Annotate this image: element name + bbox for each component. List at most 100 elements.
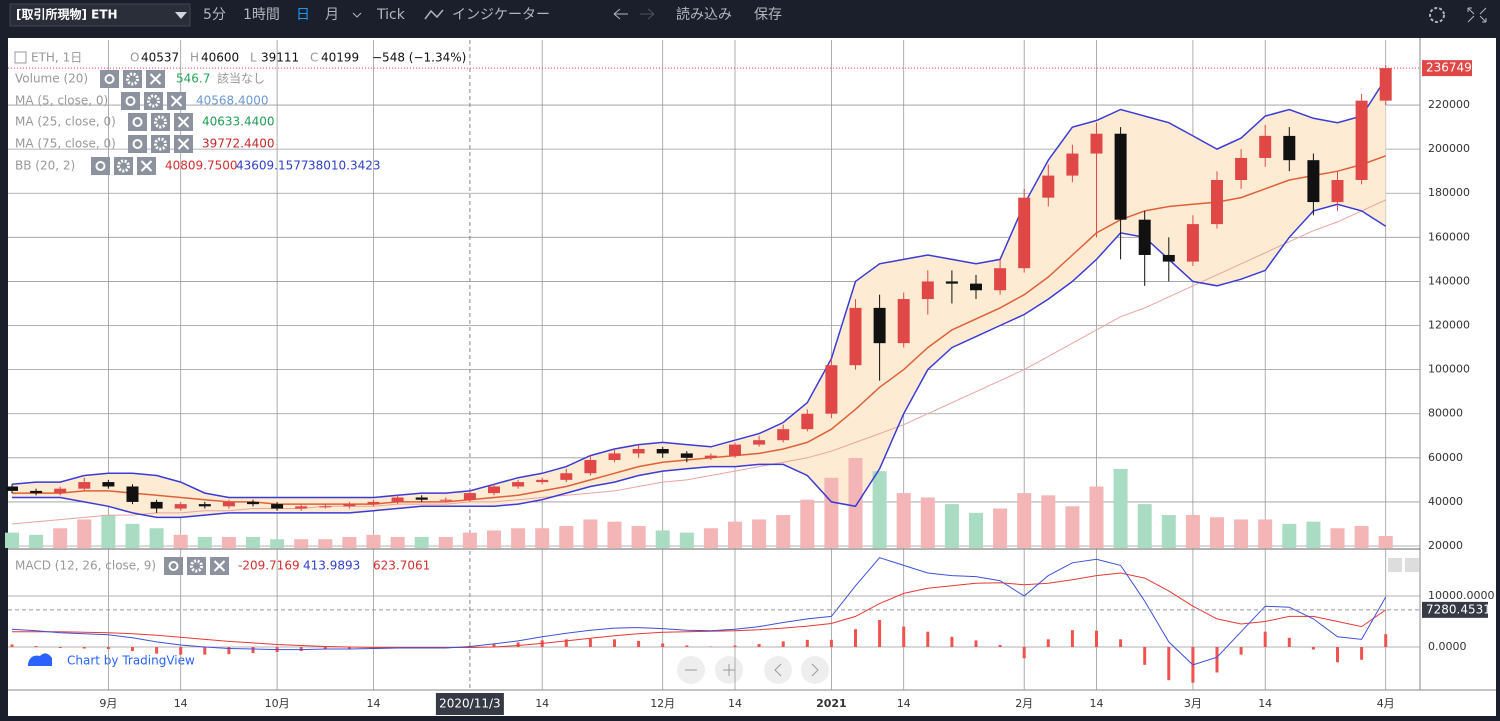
save-button[interactable]: 保存 <box>754 7 782 23</box>
scroll-left[interactable] <box>764 656 792 684</box>
volume-bar <box>487 530 501 548</box>
histogram-bar <box>58 647 62 649</box>
candle-body <box>1379 68 1392 101</box>
eye-glyph <box>132 139 143 149</box>
interval[interactable]: 月 <box>325 7 339 23</box>
histogram-bar <box>106 647 110 650</box>
interval-active[interactable]: 日 <box>296 7 310 23</box>
histogram-bar <box>998 644 1002 648</box>
volume-bar <box>1354 526 1369 548</box>
branding[interactable]: Chart by TradingView <box>67 654 195 668</box>
gear-glyph <box>190 559 203 573</box>
candle-body <box>945 281 958 284</box>
volume-bar <box>390 537 405 548</box>
dropdown-caret[interactable] <box>175 12 187 19</box>
chart-type[interactable]: Tick <box>376 7 406 23</box>
x-glyph <box>140 160 153 172</box>
histogram-bar <box>637 640 641 648</box>
fullscreen[interactable] <box>1467 7 1487 23</box>
icon-eye[interactable] <box>91 157 110 175</box>
x-glyph <box>177 116 190 128</box>
macd-line <box>11 557 1387 666</box>
histogram-bar <box>685 645 689 648</box>
candle-body <box>897 299 910 344</box>
interval[interactable]: 5分 <box>203 7 226 23</box>
icon-gear[interactable] <box>151 113 170 131</box>
pane-down[interactable] <box>1405 558 1419 572</box>
settings[interactable] <box>1429 7 1445 23</box>
histogram-bar <box>902 626 906 648</box>
candle-body <box>584 460 597 474</box>
icon-eye[interactable] <box>100 70 119 88</box>
volume-bar <box>944 504 959 548</box>
indicators-button[interactable]: インジケーター <box>452 7 550 23</box>
histogram-bar <box>854 629 857 648</box>
indicator-label: MA (25, close, 0) <box>15 115 116 129</box>
histogram-bar <box>1336 647 1339 663</box>
caret[interactable] <box>352 12 362 18</box>
icon-gear[interactable] <box>114 157 133 175</box>
histogram-bar <box>1239 647 1243 655</box>
symbol-box[interactable] <box>9 3 191 27</box>
indicator-label: BB (20, 2) <box>15 159 75 173</box>
volume-bar <box>583 519 598 548</box>
volume-bar <box>29 534 44 548</box>
histogram-bar <box>299 647 303 652</box>
candle-body <box>849 307 862 366</box>
histogram-bar <box>82 647 86 649</box>
legend-icon <box>14 51 27 64</box>
crosshair-label: 2020/11/3 <box>439 697 501 711</box>
histogram-bar <box>131 647 134 652</box>
histogram-bar <box>829 639 833 648</box>
pane-up[interactable] <box>1388 558 1402 572</box>
y-tick-label: 20000 <box>1428 539 1463 552</box>
nav-glyphs <box>685 663 819 677</box>
histogram-bar <box>613 639 616 648</box>
volume-bar <box>197 537 212 548</box>
volume-bar <box>607 521 622 548</box>
x-tick-label: 14 <box>897 697 911 710</box>
symbol[interactable]: [取引所現物] ETH <box>16 7 118 22</box>
indicator-value: 38010.3423 <box>308 159 381 173</box>
candle-body <box>1138 219 1151 255</box>
histogram-bar <box>1070 630 1074 648</box>
volume-bar <box>655 530 670 548</box>
icon-eye[interactable] <box>164 557 183 575</box>
volume-bar <box>125 523 140 548</box>
candle-body <box>391 497 404 502</box>
ohlc-value: 40600 <box>201 51 239 65</box>
indicator-icon[interactable] <box>424 9 444 20</box>
y-tick-label: 60000 <box>1428 451 1463 464</box>
icon-eye[interactable] <box>128 135 147 153</box>
icon-gear[interactable] <box>187 557 206 575</box>
icon-eye[interactable] <box>128 113 147 131</box>
y-tick-label: 200000 <box>1428 142 1470 155</box>
undo[interactable] <box>613 8 628 20</box>
scroll-right[interactable] <box>801 656 829 684</box>
indicator-value: 40568.4000 <box>196 94 269 108</box>
histogram-bar <box>709 646 713 648</box>
volume-bar <box>246 537 260 548</box>
ohlc-value: 40537 <box>141 51 179 65</box>
candle-body <box>367 501 380 505</box>
histogram-bar <box>1311 647 1315 650</box>
load-button[interactable]: 読み込み <box>676 6 732 23</box>
redo[interactable] <box>640 8 655 20</box>
eye-glyph <box>132 117 143 127</box>
eye-glyph <box>125 96 136 106</box>
indicator-label: MA (5, close, 0) <box>15 94 108 108</box>
candle-body <box>319 506 332 508</box>
icon-gear[interactable] <box>144 92 163 110</box>
y-tick-label: 40000 <box>1428 495 1463 508</box>
interval[interactable]: 1時間 <box>243 7 280 23</box>
macd-layer <box>8 557 1420 683</box>
histogram-bar <box>1095 630 1098 648</box>
tv-logo <box>28 653 52 666</box>
icon-eye[interactable] <box>121 92 140 110</box>
icon-gear[interactable] <box>123 70 142 88</box>
volume-bar <box>1089 486 1104 548</box>
histogram-bar <box>974 640 978 648</box>
volume-bar <box>1378 535 1393 548</box>
histogram-bar <box>10 644 14 648</box>
icon-gear[interactable] <box>151 135 170 153</box>
